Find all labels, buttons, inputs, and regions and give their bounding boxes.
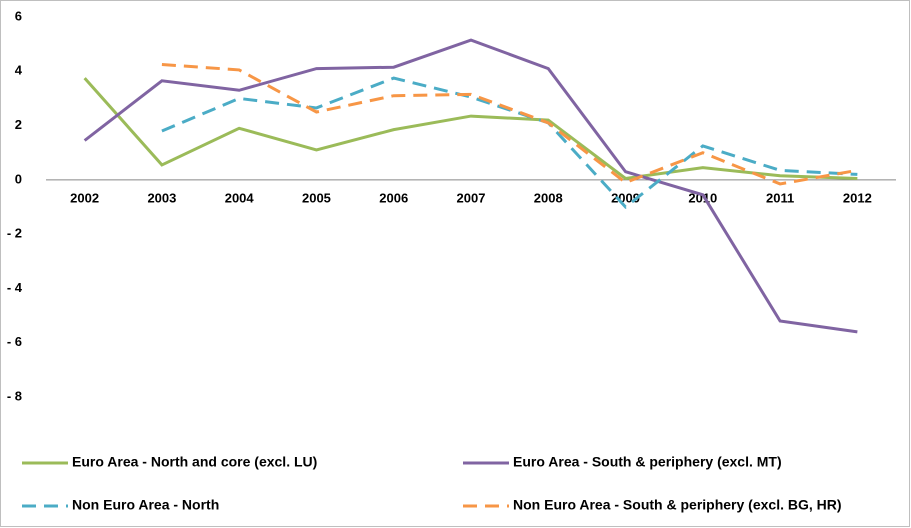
x-tick-label: 2011 <box>766 190 794 205</box>
x-tick-label: 2005 <box>302 190 331 205</box>
x-tick-label: 2003 <box>147 190 176 205</box>
x-tick-label: 2002 <box>70 190 99 205</box>
x-tick-label: 2007 <box>457 190 486 205</box>
x-tick-label: 2012 <box>843 190 872 205</box>
line-series <box>83 38 858 334</box>
y-tick-label: - 2 <box>7 226 22 241</box>
legend-label: Euro Area - North and core (excl. LU) <box>72 454 317 470</box>
line-series <box>83 77 858 181</box>
y-tick-label: 6 <box>15 8 22 23</box>
x-tick-label: 2004 <box>225 190 255 205</box>
x-tick-label: 2006 <box>379 190 408 205</box>
y-tick-label: 4 <box>15 63 23 78</box>
x-tick-label: 2008 <box>534 190 563 205</box>
legend-label: Non Euro Area - North <box>72 497 219 513</box>
line-series <box>161 63 858 186</box>
y-tick-label: - 8 <box>7 388 22 403</box>
legend-label: Euro Area - South & periphery (excl. MT) <box>513 454 782 470</box>
y-tick-label: - 4 <box>7 280 23 295</box>
y-tick-label: 0 <box>15 171 22 186</box>
y-tick-label: - 6 <box>7 334 22 349</box>
legend-label: Non Euro Area - South & periphery (excl.… <box>513 497 842 513</box>
y-tick-label: 2 <box>15 117 22 132</box>
